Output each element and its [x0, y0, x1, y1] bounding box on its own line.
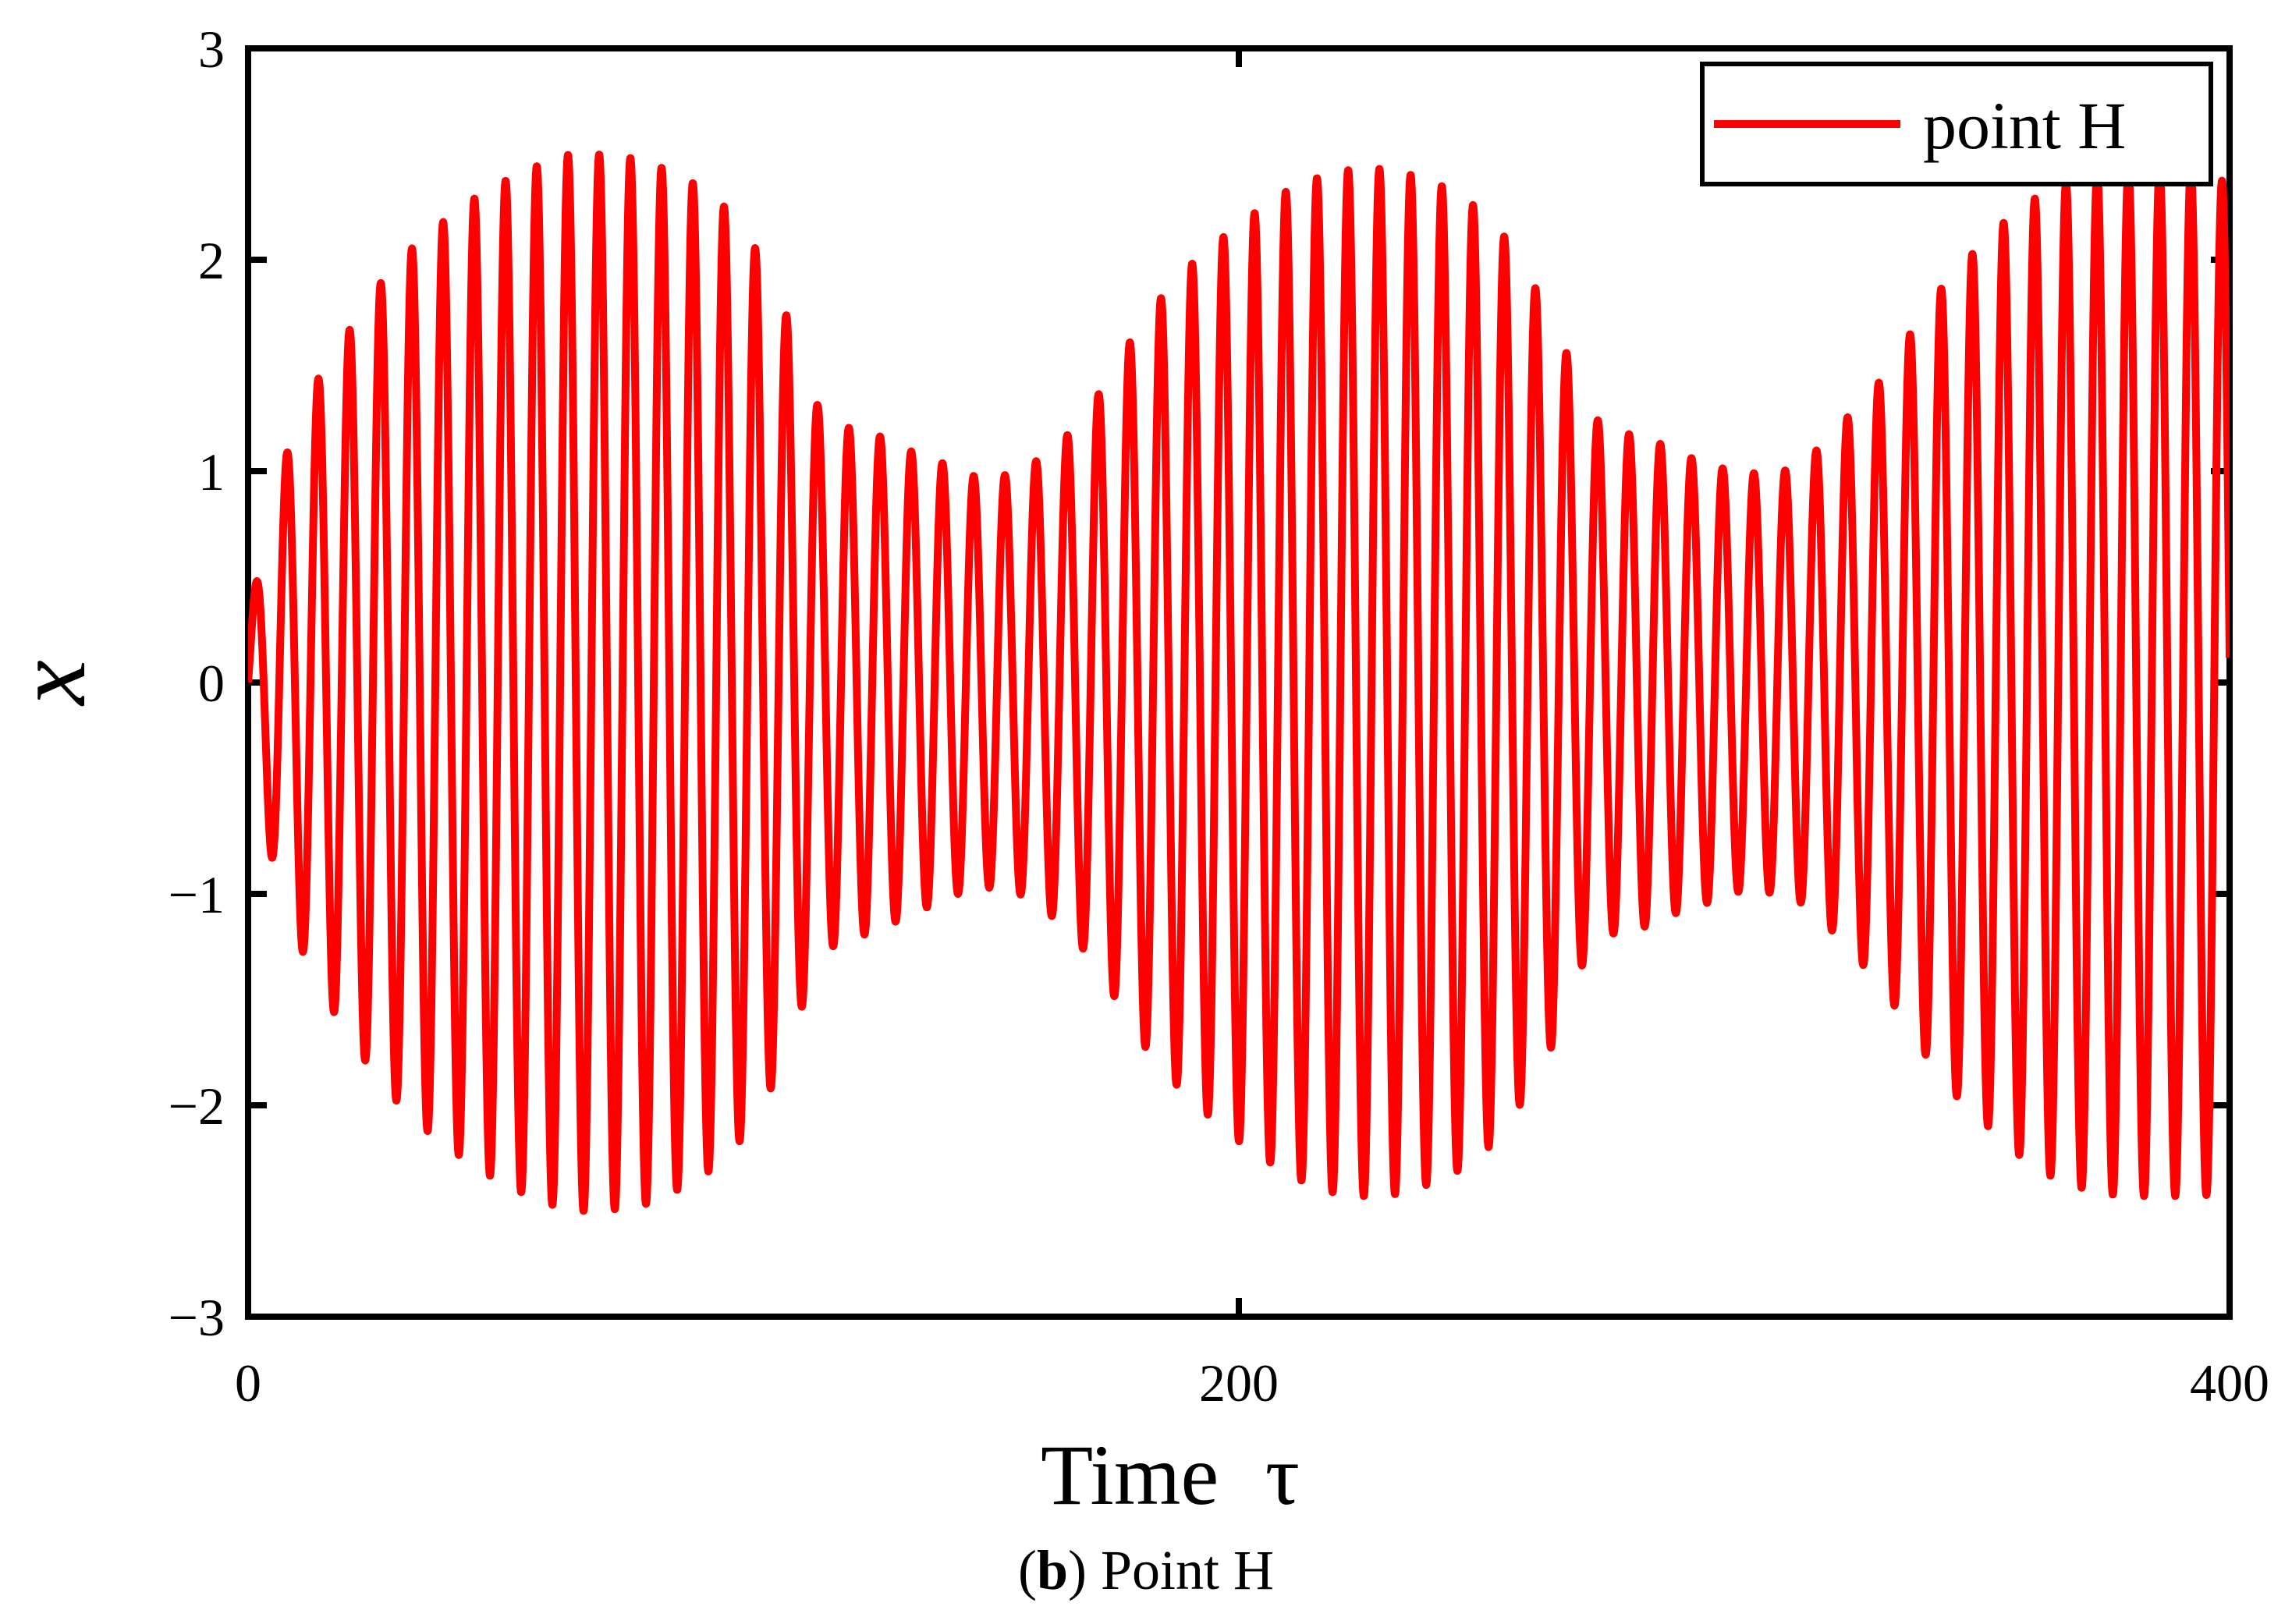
x-axis-title-text: Time — [1041, 1427, 1219, 1523]
y-tick-label: 2 — [198, 231, 225, 290]
x-tick-label: 200 — [1199, 1353, 1279, 1413]
y-tick-label: −3 — [169, 1288, 225, 1347]
y-tick-label: 1 — [198, 442, 225, 502]
y-tick-label: 0 — [198, 654, 225, 713]
x-axis-title-symbol: τ — [1265, 1427, 1300, 1523]
x-axis-title: Time τ — [1041, 1427, 1300, 1523]
y-tick-labels: −3 −2 −1 0 1 2 3 — [169, 20, 225, 1347]
y-axis-title: x — [0, 660, 107, 707]
x-tick-label: 0 — [235, 1353, 261, 1413]
series-line-point-h — [248, 151, 2230, 1215]
y-tick-label: −1 — [169, 865, 225, 924]
legend: point H — [1700, 62, 2213, 186]
caption-label: b — [1036, 1539, 1068, 1601]
x-tick-labels: 0 200 400 — [235, 1353, 2269, 1413]
caption-text: Point H — [1100, 1539, 1275, 1601]
x-tick-label: 400 — [2190, 1353, 2269, 1413]
figure-caption: (b) Point H — [1017, 1539, 1275, 1601]
y-tick-label: −2 — [169, 1076, 225, 1136]
legend-label-point-h: point H — [1923, 88, 2126, 163]
plot-area — [245, 45, 2233, 1320]
y-tick-label: 3 — [198, 20, 225, 79]
